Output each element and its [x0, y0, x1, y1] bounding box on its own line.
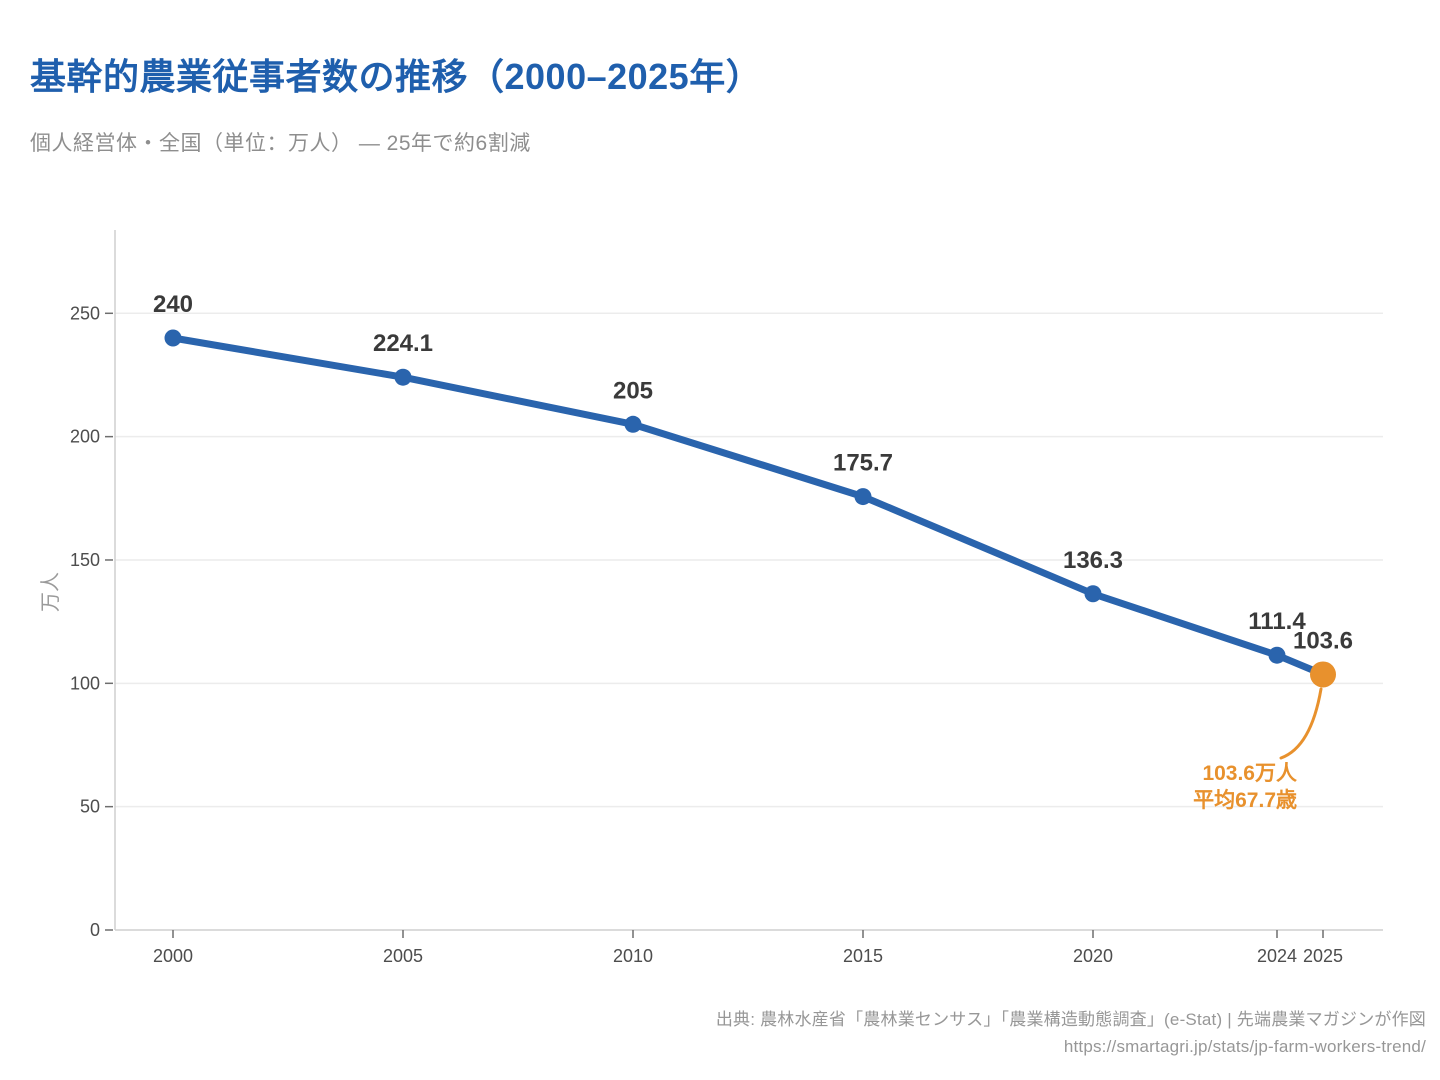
x-tick-label: 2005: [383, 946, 423, 966]
page-subtitle: 個人経営体・全国（単位：万人） — 25年で約6割減: [30, 132, 531, 155]
x-tick-label: 2025: [1303, 946, 1343, 966]
annotation-text: 平均67.7歳: [1193, 788, 1297, 812]
data-point-label: 224.1: [373, 330, 433, 357]
y-tick-label: 50: [80, 797, 100, 817]
x-tick-label: 2024: [1257, 946, 1297, 966]
source-note: 出典: 農林水産省「農林業センサス」「農業構造動態調査」(e-Stat) | 先…: [716, 1006, 1426, 1060]
x-tick-label: 2015: [843, 946, 883, 966]
data-point-label: 111.4: [1248, 608, 1306, 635]
data-point: [164, 329, 182, 347]
source-url: https://smartagri.jp/stats/jp-farm-worke…: [1063, 1037, 1426, 1057]
data-point-label: 240: [153, 291, 193, 318]
data-point-label: 205: [613, 377, 653, 404]
data-point: [854, 488, 872, 506]
data-point: [624, 415, 642, 433]
y-tick-label: 200: [70, 427, 100, 447]
y-tick-label: 100: [70, 673, 100, 693]
data-point: [1084, 585, 1102, 603]
page-title: 基幹的農業従事者数の推移（2000–2025年）: [30, 56, 763, 97]
data-line: [169, 334, 1327, 678]
x-tick-label: 2020: [1073, 946, 1113, 966]
y-axis-title: 万人: [39, 572, 62, 612]
x-tick-label: 2000: [153, 946, 193, 966]
data-point-highlight: [1310, 661, 1336, 688]
data-point: [1268, 646, 1286, 664]
data-point-label: 136.3: [1063, 547, 1123, 574]
x-tick-label: 2010: [613, 946, 653, 966]
source-attribution: 出典: 農林水産省「農林業センサス」「農業構造動態調査」(e-Stat) | 先…: [715, 1010, 1426, 1029]
data-point-label: 103.6: [1293, 627, 1353, 654]
annotation-text: 103.6万人: [1202, 762, 1297, 785]
annotation-leader-line: [1279, 687, 1323, 760]
y-tick-label: 0: [90, 920, 100, 940]
data-point-label: 175.7: [833, 450, 893, 477]
y-tick-label: 150: [70, 550, 100, 570]
data-point: [394, 368, 412, 386]
y-tick-label: 250: [70, 303, 100, 323]
